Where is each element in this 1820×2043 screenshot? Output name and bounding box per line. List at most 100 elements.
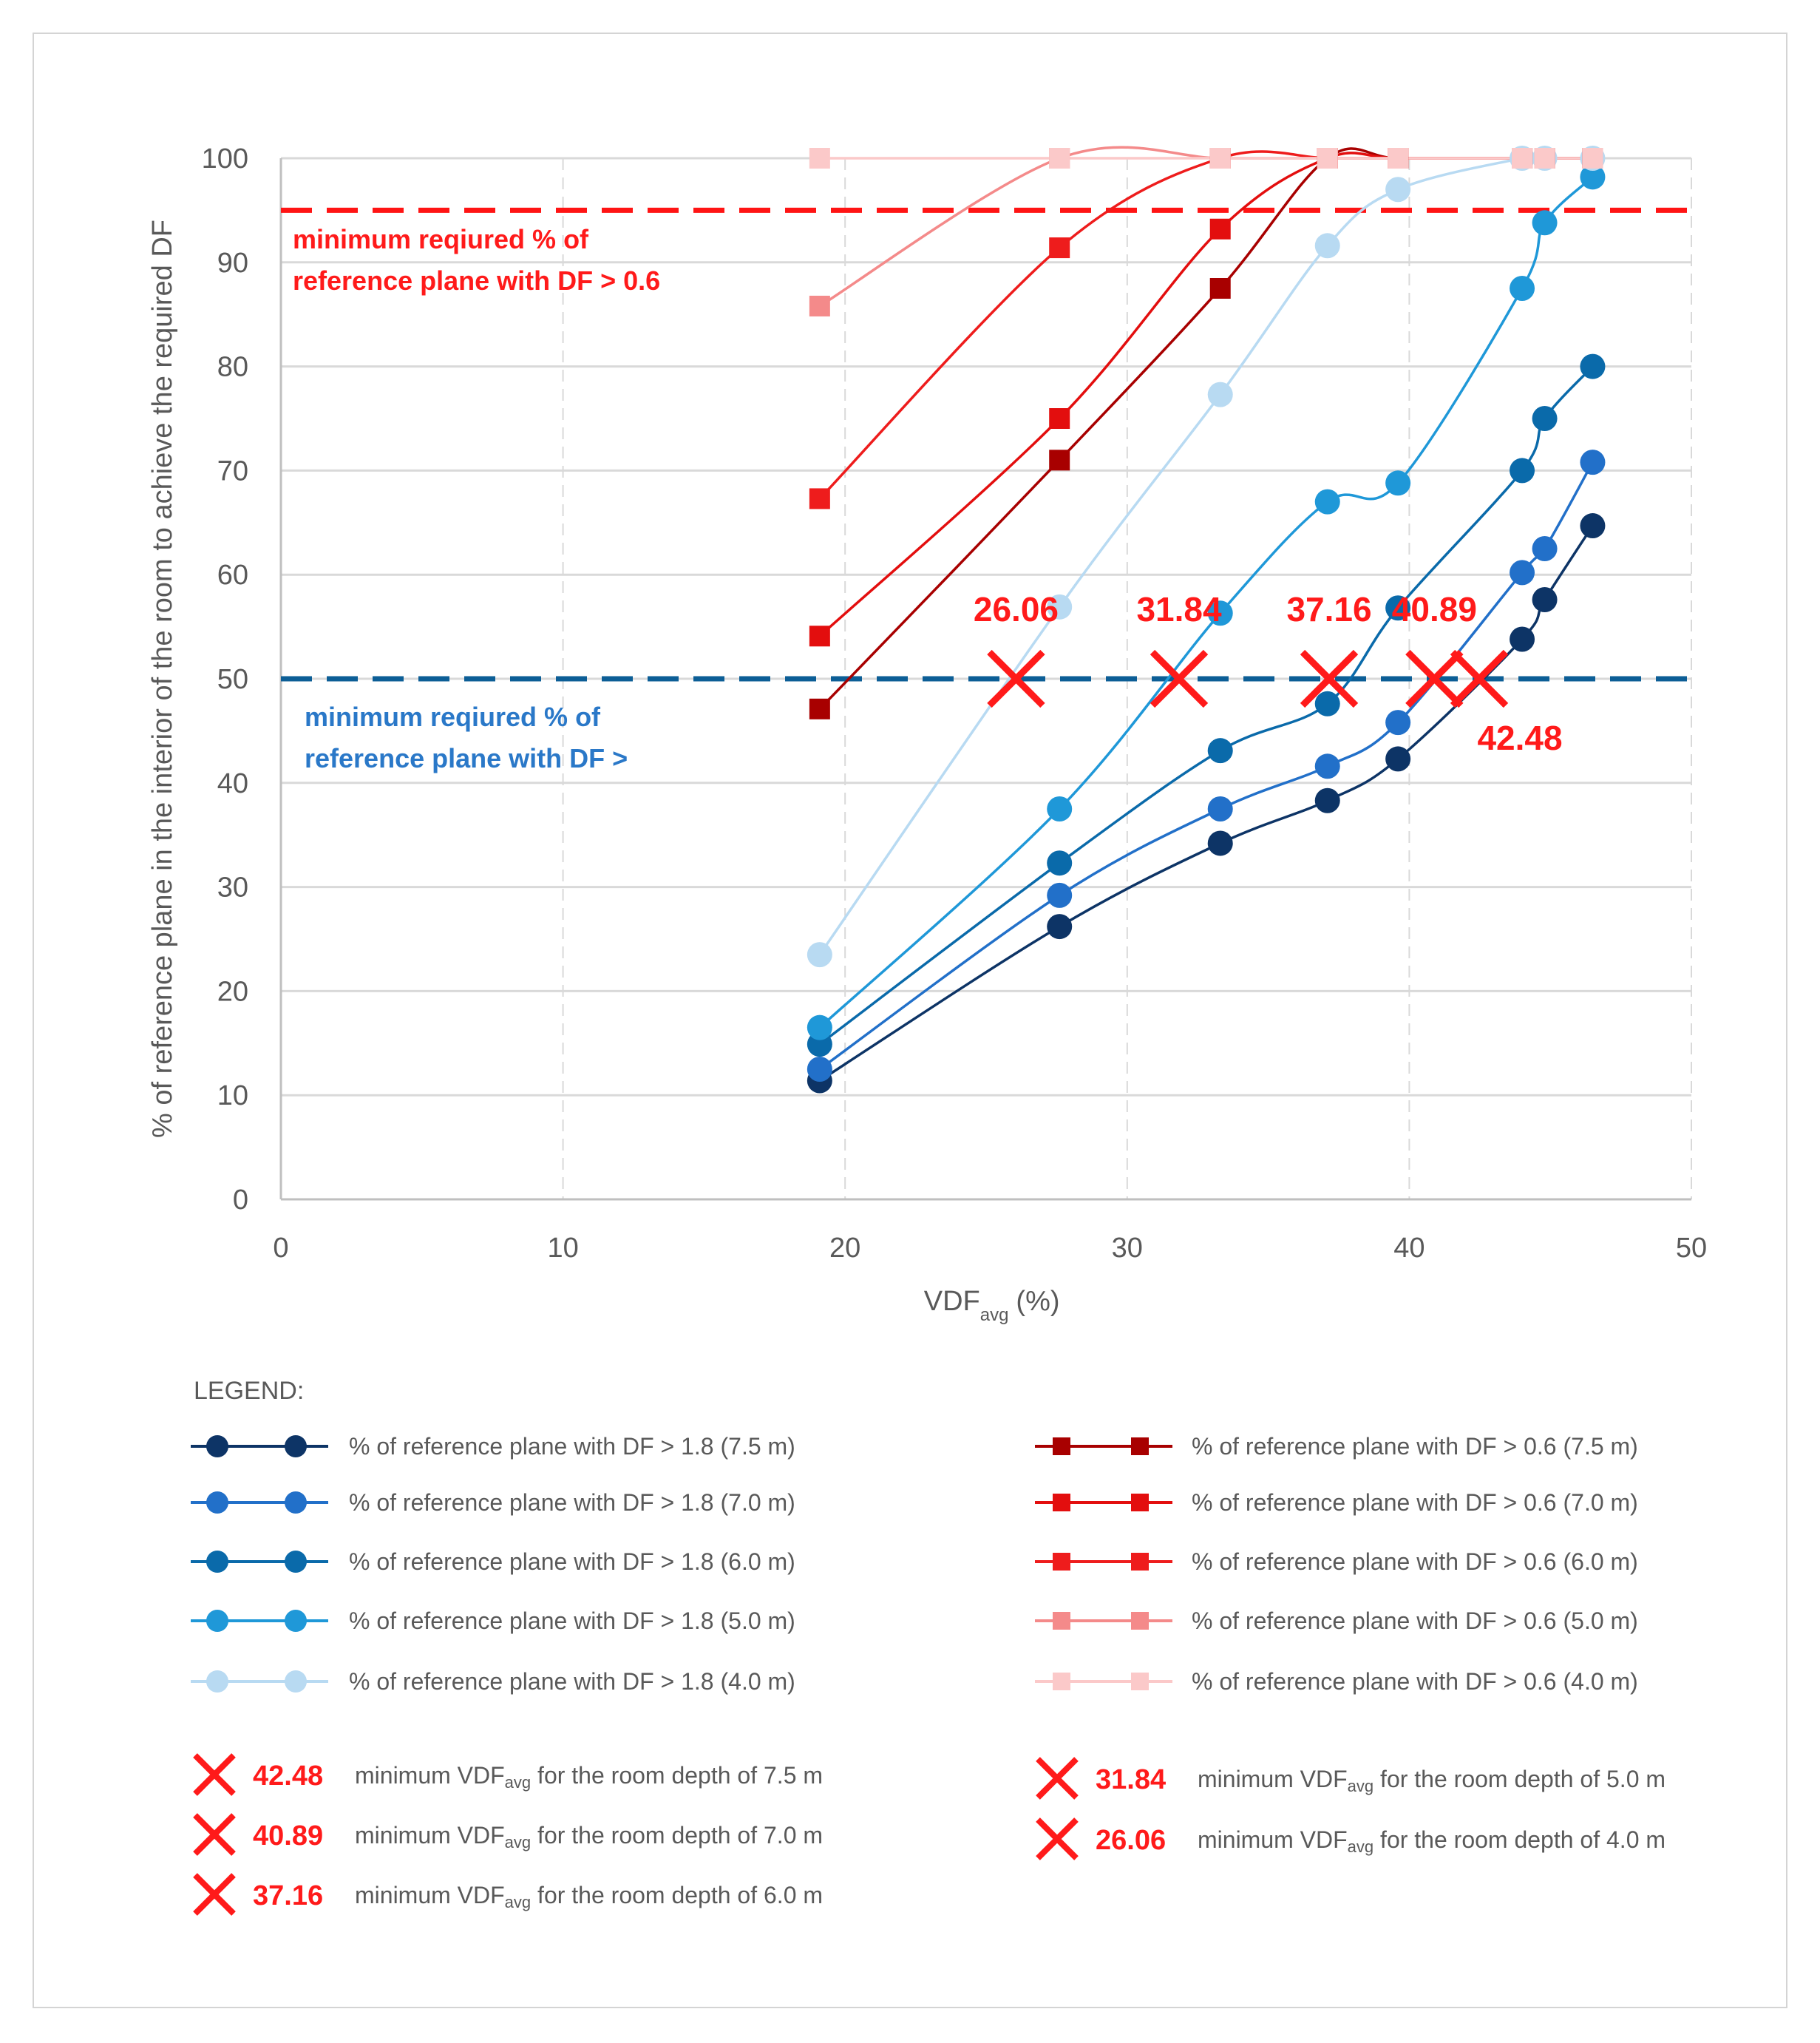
legend-crossing-value: 37.16 <box>253 1880 323 1911</box>
data-point <box>1580 450 1606 475</box>
crossing-mark <box>1450 649 1509 708</box>
legend-crossing-desc-main: minimum VDF <box>1198 1826 1348 1853</box>
legend-crossing-value: 31.84 <box>1096 1764 1166 1795</box>
x-axis-title-unit: (%) <box>1016 1286 1059 1317</box>
crossing-mark <box>193 1813 236 1856</box>
legend-marker <box>1131 1612 1149 1630</box>
legend-marker <box>285 1670 307 1693</box>
legend-crossing-desc-main: minimum VDF <box>355 1882 505 1908</box>
x-axis-title: VDFavg (%) <box>924 1286 1060 1325</box>
crossing-mark <box>1405 649 1464 708</box>
legend-marker <box>285 1610 307 1632</box>
x-tick-label: 10 <box>547 1233 578 1264</box>
legend-crossing-desc: minimum VDFavg for the room depth of 6.0… <box>355 1882 823 1911</box>
y-axis-title: % of reference plane in the interior of … <box>147 220 178 1138</box>
data-point <box>1047 914 1073 940</box>
x-axis-title-sub: avg <box>980 1305 1009 1325</box>
data-point <box>1047 882 1073 908</box>
legend-crossing-value: 40.89 <box>253 1820 323 1851</box>
y-tick-label: 70 <box>217 455 248 487</box>
data-point <box>1532 210 1558 236</box>
legend-crossing-desc-sub: avg <box>1348 1777 1374 1795</box>
x-axis-title-main: VDF <box>924 1286 980 1317</box>
legend-label: % of reference plane with DF > 0.6 (6.0 … <box>1192 1548 1638 1575</box>
legend-crossing-desc-rest: for the room depth of 5.0 m <box>1374 1766 1665 1792</box>
data-point <box>1047 850 1073 876</box>
y-tick-label: 10 <box>217 1080 248 1111</box>
data-point <box>1314 691 1340 716</box>
x-tick-label: 0 <box>273 1233 288 1264</box>
data-point <box>809 488 830 509</box>
crossing-mark <box>193 1753 236 1796</box>
legend-label: % of reference plane with DF > 0.6 (7.0 … <box>1192 1489 1638 1516</box>
data-point <box>1580 353 1606 379</box>
y-tick-label: 90 <box>217 248 248 279</box>
legend-title: LEGEND: <box>194 1377 304 1405</box>
data-point <box>1580 164 1606 190</box>
data-point <box>1209 218 1231 240</box>
legend-label: % of reference plane with DF > 1.8 (4.0 … <box>349 1668 795 1695</box>
data-point <box>1532 536 1558 561</box>
legend-crossing-desc: minimum VDFavg for the room depth of 4.0… <box>1198 1826 1665 1856</box>
crossings: 26.06 31.84 37.16 40.89 42.48 <box>974 590 1563 757</box>
reference-label-line2: reference plane with DF > <box>305 743 628 773</box>
data-point <box>1207 600 1233 626</box>
legend-crossing-desc-main: minimum VDF <box>355 1762 505 1789</box>
data-point <box>807 942 832 968</box>
data-point <box>809 148 830 169</box>
legend-label: % of reference plane with DF > 1.8 (6.0 … <box>349 1548 795 1575</box>
data-point <box>1049 148 1070 169</box>
legend-label: % of reference plane with DF > 1.8 (7.0 … <box>349 1489 795 1516</box>
data-point <box>1314 787 1340 813</box>
data-point <box>1207 738 1233 764</box>
legend-crossing-desc-rest: for the room depth of 6.0 m <box>531 1882 823 1908</box>
legend-marker <box>1131 1437 1149 1455</box>
crossing-mark <box>987 649 1045 708</box>
y-tick-label: 40 <box>217 768 248 799</box>
legend-label: % of reference plane with DF > 1.8 (5.0 … <box>349 1607 795 1634</box>
data-point <box>1582 148 1603 169</box>
y-tick-label: 20 <box>217 976 248 1007</box>
legend-crossing-desc-sub: avg <box>505 1833 531 1851</box>
legend-marker <box>285 1551 307 1573</box>
legend-label: % of reference plane with DF > 0.6 (7.5 … <box>1192 1433 1638 1460</box>
legend-marker <box>1131 1673 1149 1690</box>
legend-crossing-desc: minimum VDFavg for the room depth of 5.0… <box>1198 1766 1665 1795</box>
y-tick-label: 60 <box>217 560 248 591</box>
crossing-value-label: 37.16 <box>1286 590 1371 629</box>
legend-marker <box>206 1610 228 1632</box>
data-point <box>1385 746 1411 772</box>
data-point <box>1314 233 1340 259</box>
data-point <box>1209 278 1231 299</box>
legend-marker <box>1053 1673 1070 1690</box>
reference-label-line1: minimum reqiured % of <box>305 702 601 732</box>
legend-crossing-desc-sub: avg <box>1348 1837 1374 1856</box>
data-point <box>809 295 830 316</box>
crossing-mark <box>1300 649 1359 708</box>
data-point <box>807 1057 832 1082</box>
crossing-value-label: 31.84 <box>1136 590 1222 629</box>
data-point <box>1510 560 1535 586</box>
x-tick-label: 20 <box>829 1233 860 1264</box>
y-tick-label: 0 <box>233 1185 248 1216</box>
crossing-mark <box>193 1873 236 1916</box>
reference-label-line2: reference plane with DF > 0.6 <box>293 265 660 296</box>
crossing-value-label: 40.89 <box>1392 590 1477 629</box>
data-point <box>1532 586 1558 612</box>
legend-marker <box>285 1491 307 1514</box>
legend-label: % of reference plane with DF > 0.6 (5.0 … <box>1192 1607 1638 1634</box>
legend-marker <box>206 1491 228 1514</box>
data-point <box>1532 406 1558 431</box>
data-point <box>1317 148 1338 169</box>
y-tick-label: 50 <box>217 664 248 695</box>
y-tick-label: 80 <box>217 352 248 383</box>
data-point <box>1580 513 1606 539</box>
data-point <box>1534 148 1555 169</box>
data-point <box>1049 237 1070 259</box>
legend-crossing-desc-main: minimum VDF <box>355 1822 505 1849</box>
legend-crossing-desc: minimum VDFavg for the room depth of 7.5… <box>355 1762 823 1792</box>
data-point <box>1385 710 1411 736</box>
x-tick-label: 40 <box>1393 1233 1425 1264</box>
series-line <box>818 146 1593 308</box>
